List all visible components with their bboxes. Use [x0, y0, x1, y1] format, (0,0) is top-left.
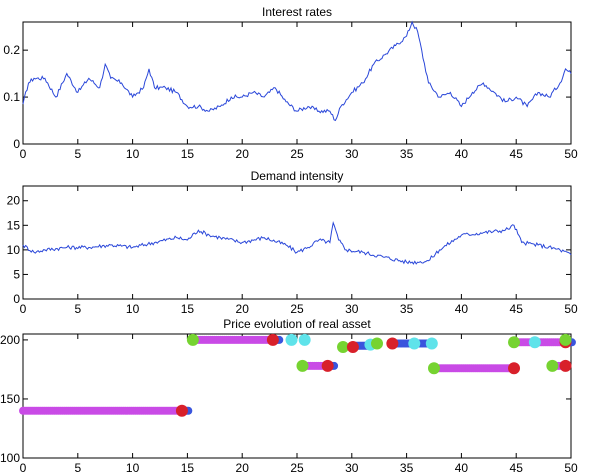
x-tick-label: 35 [400, 147, 414, 161]
axes-frame [22, 185, 572, 300]
x-tick-label: 10 [126, 302, 140, 316]
x-tick-label: 45 [510, 461, 524, 474]
price-point [559, 333, 572, 346]
x-tick-label: 15 [181, 147, 195, 161]
x-tick-label: 20 [236, 302, 250, 316]
price-marker-start [508, 336, 521, 349]
x-tick-label: 0 [20, 302, 27, 316]
price-point [528, 336, 541, 349]
y-tick-label: 0.1 [3, 90, 20, 104]
price-point [386, 337, 399, 350]
y-tick-label: 15 [7, 218, 21, 232]
x-tick-label: 25 [290, 147, 304, 161]
price-point [337, 340, 350, 353]
price-point [298, 333, 311, 346]
chart-panel-2: Demand intensity 0 5 10 15 20 25 30 35 40 45 50 0 5 10… [7, 169, 578, 316]
x-tick-label: 0 [20, 461, 27, 474]
x-tick-label: 15 [181, 302, 195, 316]
price-segment [428, 362, 521, 375]
price-segment [186, 333, 284, 346]
price-point [371, 337, 384, 350]
y-tick-label: 10 [7, 243, 21, 257]
series-line [22, 20, 572, 122]
y-tick-label: 200 [0, 333, 20, 347]
price-segment [19, 404, 193, 417]
price-segment [546, 359, 572, 372]
x-tick-label: 40 [455, 147, 469, 161]
x-tick-label: 35 [400, 302, 414, 316]
price-point [408, 337, 421, 350]
x-tick-label: 0 [20, 147, 27, 161]
price-point [346, 340, 359, 353]
price-marker-start [428, 362, 440, 375]
x-tick-label: 30 [345, 302, 359, 316]
x-tick-label: 40 [455, 461, 469, 474]
x-tick-label: 35 [400, 461, 414, 474]
y-tick-label: 5 [13, 267, 20, 281]
chart-title: Interest rates [262, 5, 332, 19]
x-tick-label: 15 [181, 461, 195, 474]
price-segment [296, 359, 339, 372]
price-marker-end [508, 362, 521, 375]
y-tick-label: 0.2 [3, 43, 20, 57]
y-tick-label: 0 [13, 292, 20, 306]
x-tick-label: 5 [74, 302, 81, 316]
price-marker-start [186, 333, 199, 346]
chart-panel-1: Interest rates 0 5 10 15 20 25 30 35 40 45 50 0 0.1 0.… [3, 5, 578, 161]
x-tick-label: 50 [564, 147, 578, 161]
x-tick-label: 25 [290, 461, 304, 474]
x-tick-label: 40 [455, 302, 469, 316]
x-tick-label: 5 [74, 461, 81, 474]
price-point [285, 333, 298, 346]
x-tick-label: 30 [345, 147, 359, 161]
x-tick-label: 20 [236, 147, 250, 161]
axes-frame [22, 21, 572, 145]
x-tick-label: 10 [126, 461, 140, 474]
price-marker-start [546, 359, 559, 372]
price-marker-end [559, 359, 572, 372]
y-tick-label: 0 [13, 137, 20, 151]
x-tick-label: 20 [236, 461, 250, 474]
price-marker-end [266, 333, 279, 346]
x-tick-label: 45 [510, 147, 524, 161]
series-line [22, 220, 572, 265]
x-tick-label: 5 [74, 147, 81, 161]
axes-frame [22, 333, 572, 459]
x-tick-label: 45 [510, 302, 524, 316]
y-tick-label: 20 [7, 194, 21, 208]
x-tick-label: 30 [345, 461, 359, 474]
x-tick-label: 25 [290, 302, 304, 316]
x-tick-label: 50 [564, 302, 578, 316]
price-marker-end [321, 359, 334, 372]
x-tick-label: 10 [126, 147, 140, 161]
chart-panel-3: Price evolution of real asset 0 5 10 15 20 25 3… [0, 317, 578, 474]
x-tick-label: 50 [564, 461, 578, 474]
price-marker-end [175, 404, 188, 417]
y-tick-label: 150 [0, 392, 20, 406]
price-point [425, 337, 438, 350]
y-tick-label: 100 [0, 451, 20, 465]
chart-title: Price evolution of real asset [223, 317, 371, 331]
price-marker-start [296, 359, 309, 372]
chart-title: Demand intensity [251, 169, 344, 183]
